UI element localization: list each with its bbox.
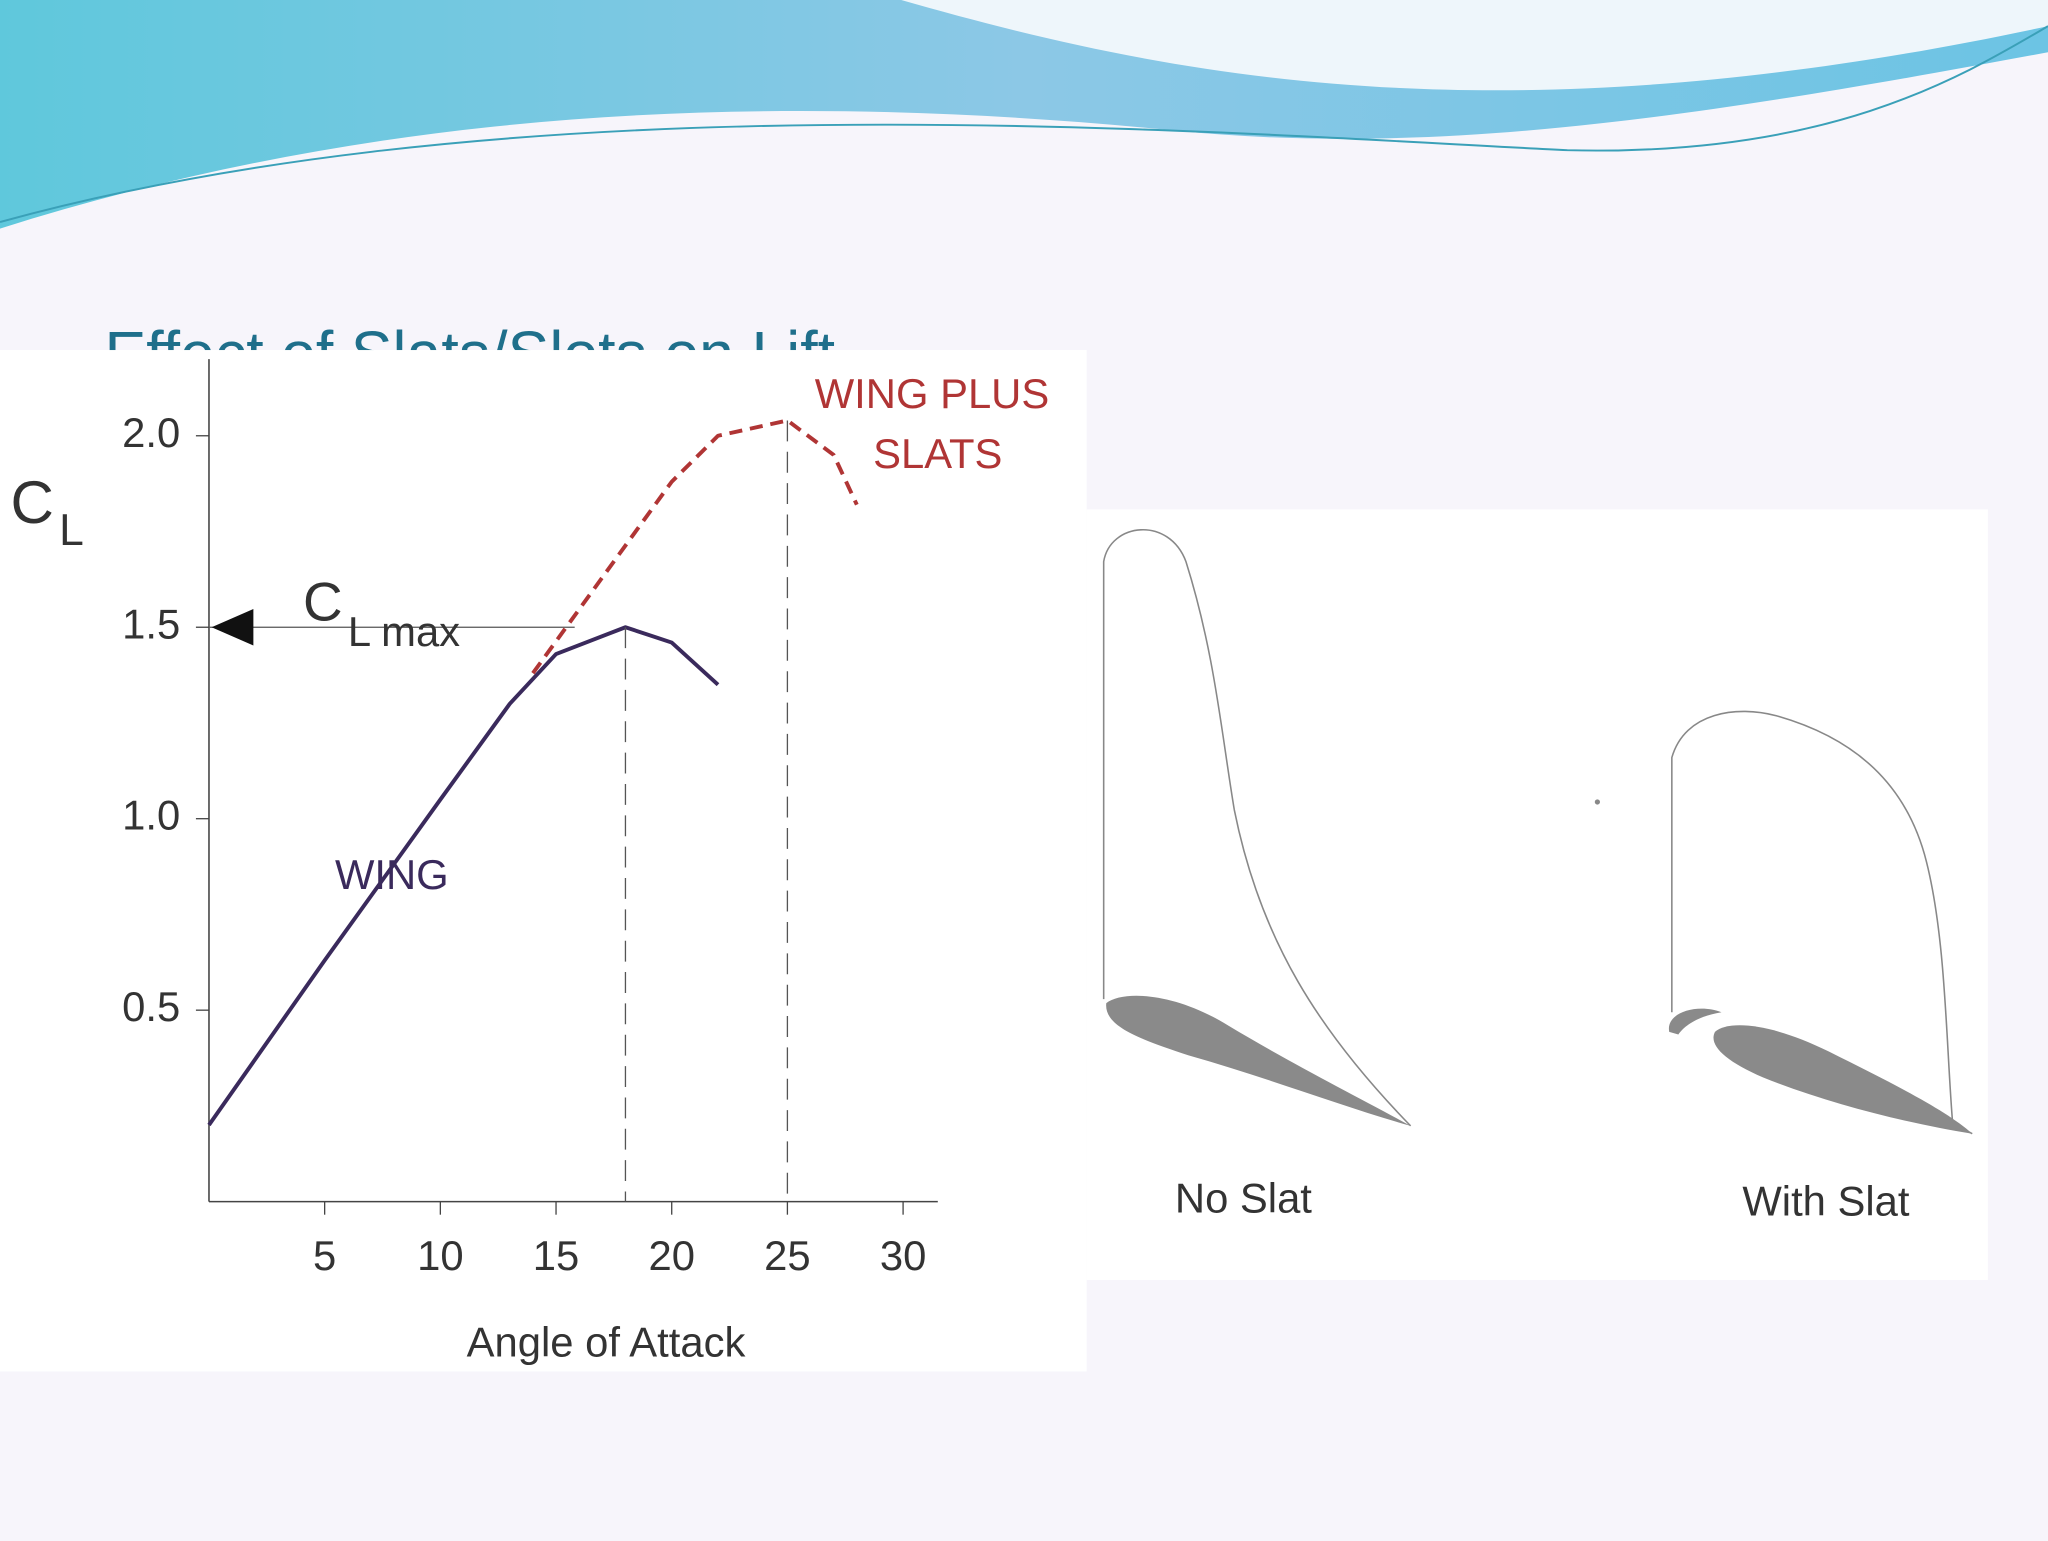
y-label-main: C (10, 469, 53, 536)
header-wave-light (901, 0, 2048, 91)
x-tick-label: 10 (417, 1232, 463, 1279)
diagram-panel (1086, 509, 1988, 1280)
data-line (207, 625, 720, 1127)
airfoil (1713, 1025, 1973, 1134)
diagram-label: With Slat (1742, 1177, 1910, 1224)
y-tick-label: 1.5 (122, 600, 180, 647)
y-tick-label: 1.0 (122, 792, 180, 839)
series-label: WING PLUS SLATS (815, 370, 1061, 477)
diagram-label: No Slat (1175, 1175, 1312, 1222)
airfoil (1106, 995, 1411, 1126)
dot (1594, 799, 1600, 805)
cl-max-main: C (303, 571, 343, 633)
y-label-sub: L (59, 506, 84, 555)
chart-panel (0, 350, 1087, 1372)
data-line (531, 418, 859, 675)
wave-line (0, 25, 2048, 223)
series-label: WING (335, 851, 449, 898)
x-tick-label: 30 (880, 1232, 926, 1279)
x-axis-label: Angle of Attack (467, 1318, 746, 1365)
y-tick-label: 0.5 (122, 983, 180, 1030)
x-tick-label: 20 (648, 1232, 694, 1279)
series-label-line: WING PLUS (815, 370, 1061, 417)
airfoil-diagrams: No Slat With Slat (1102, 529, 1973, 1224)
pressure-curve (1102, 529, 1412, 1127)
cl-max-sub: L max (348, 608, 460, 655)
x-tick-label: 25 (764, 1232, 810, 1279)
x-tick-label: 15 (533, 1232, 579, 1279)
slat (1668, 1008, 1722, 1035)
series-label-line: SLATS (873, 430, 1002, 477)
y-tick-label: 2.0 (122, 409, 180, 456)
x-tick-label: 5 (313, 1232, 336, 1279)
cl-max-arrow (211, 608, 254, 646)
pressure-curve (1671, 710, 1973, 1135)
